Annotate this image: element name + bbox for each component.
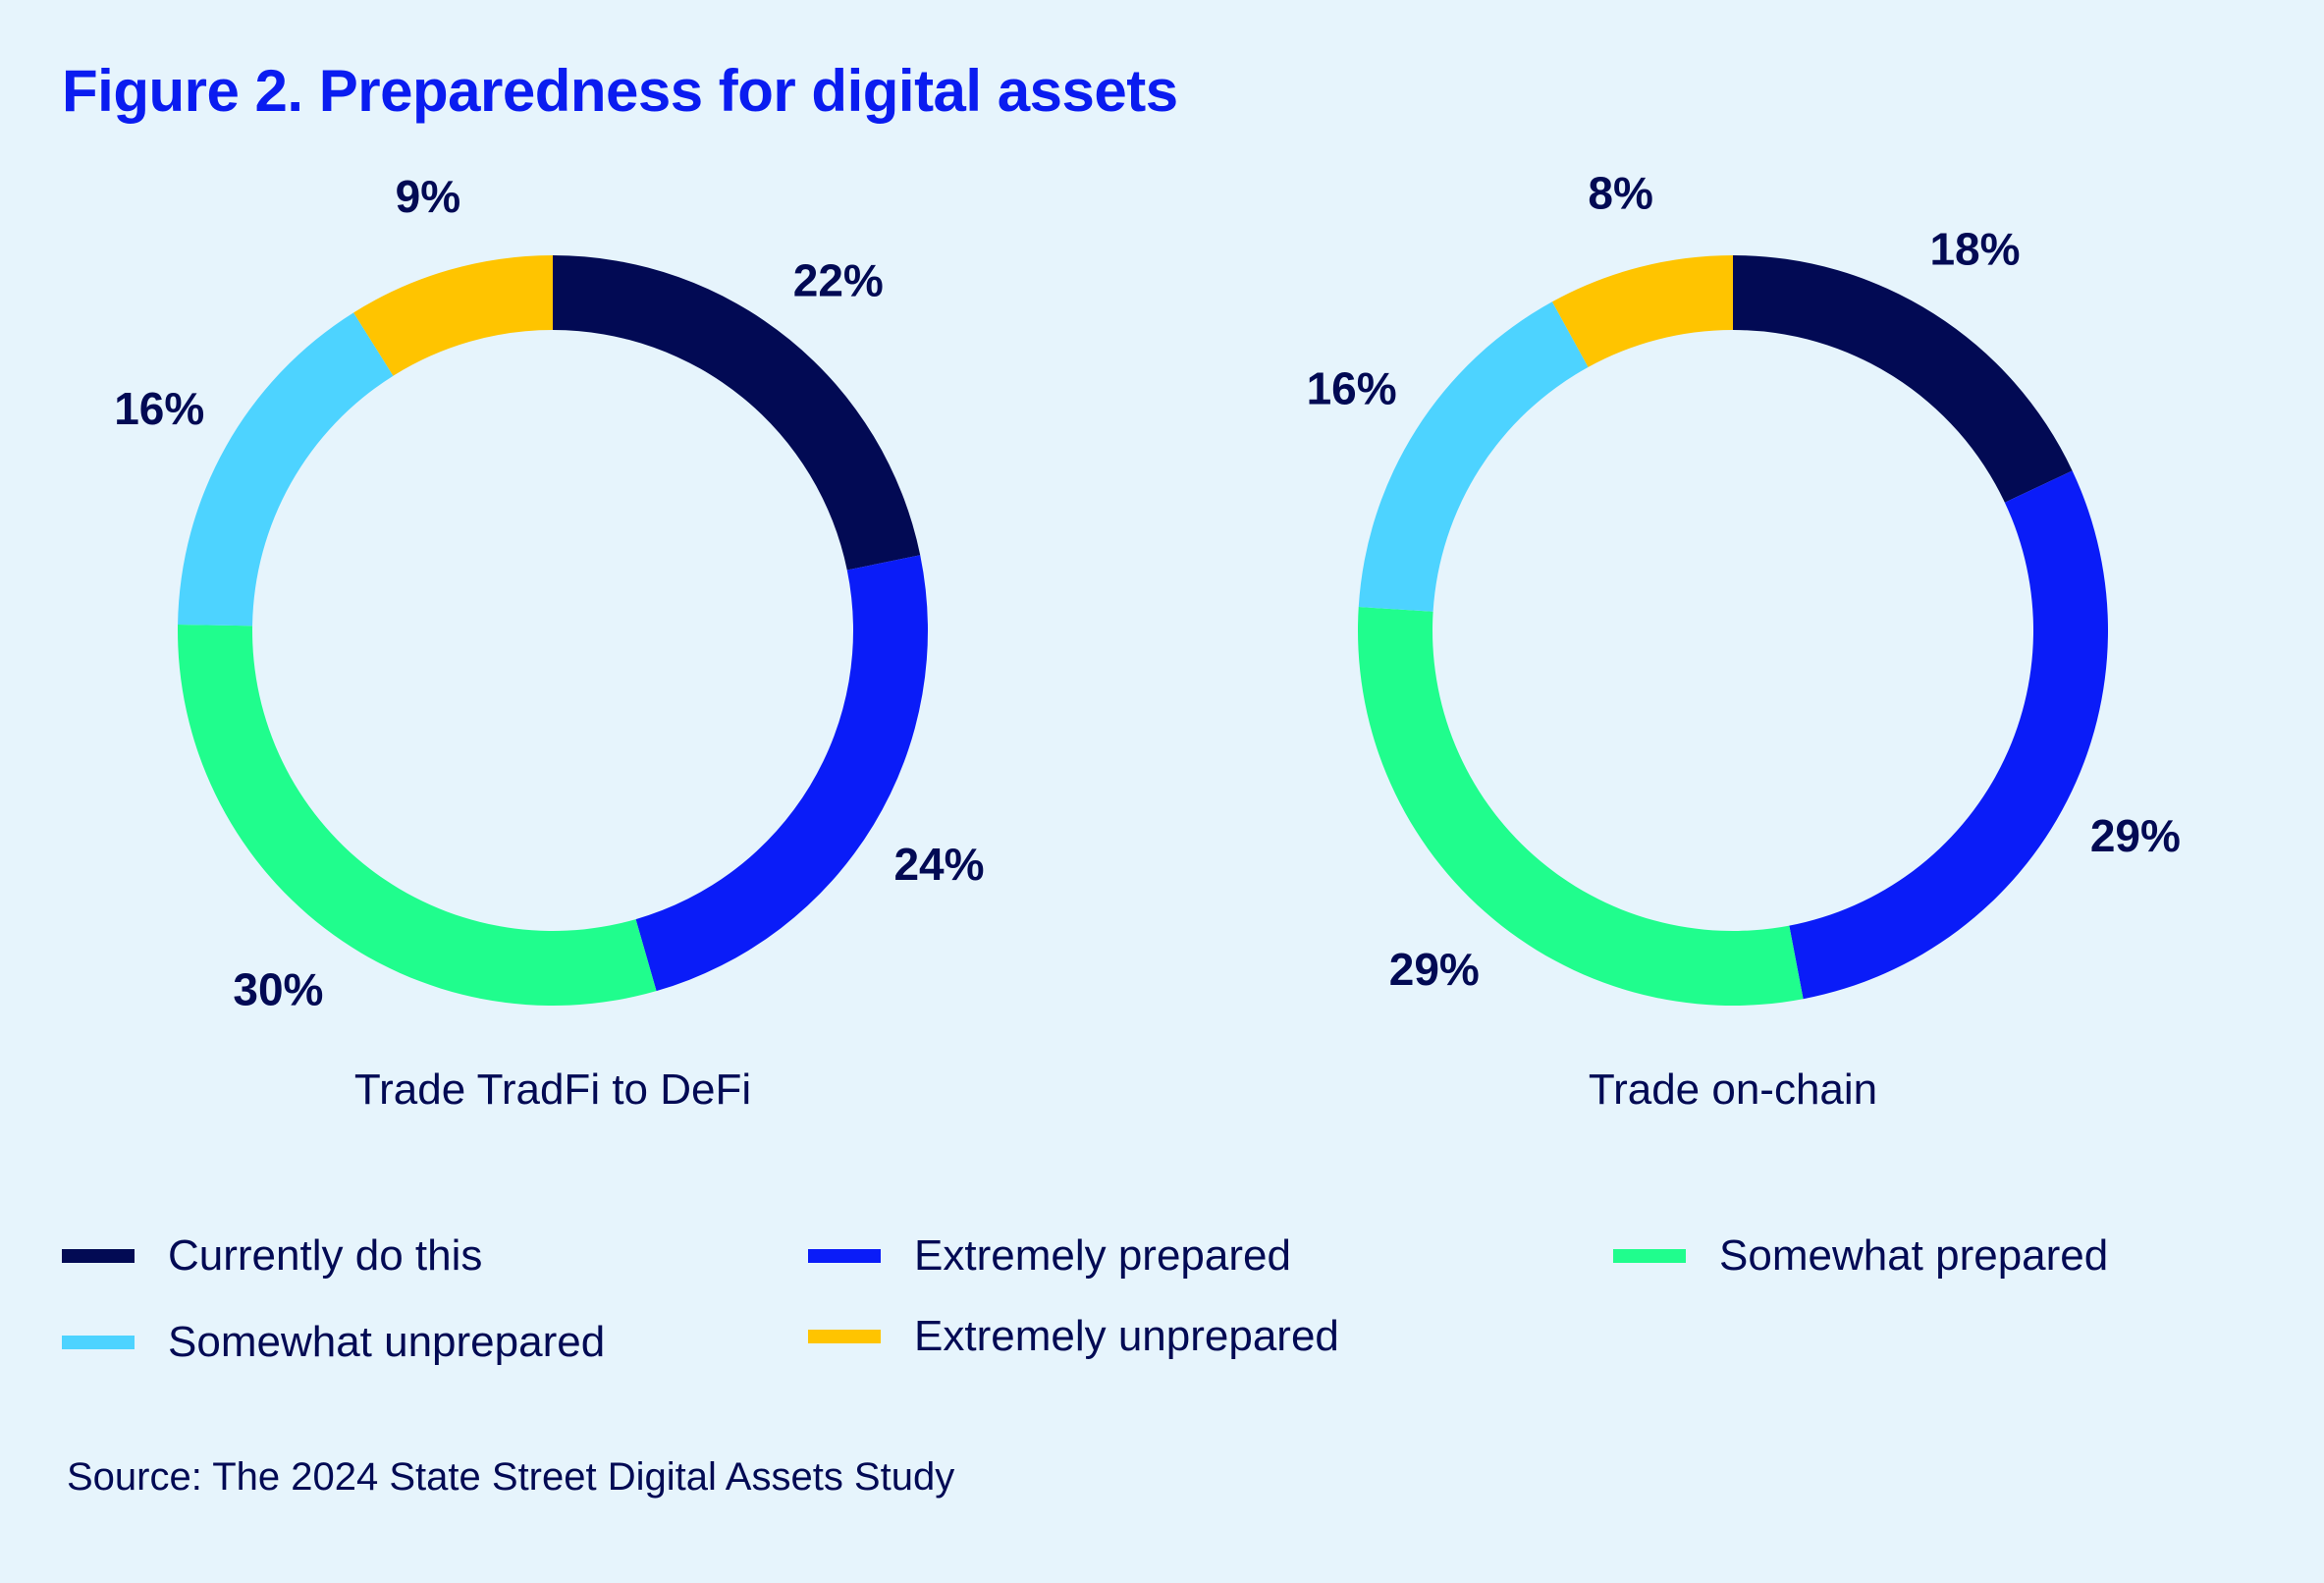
donut-slice-currently-do-this: [553, 255, 921, 571]
data-label-extremely-prepared: 24%: [893, 839, 984, 890]
data-label-somewhat-unprepared: 16%: [114, 383, 204, 434]
donut-slice-somewhat-prepared: [1357, 607, 1804, 1006]
legend-swatch-icon: [808, 1330, 881, 1343]
data-label-somewhat-prepared: 30%: [233, 963, 323, 1014]
figure-title: Figure 2. Preparedness for digital asset…: [62, 58, 1178, 124]
legend-swatch-icon: [1613, 1249, 1686, 1263]
legend-label: Extremely prepared: [914, 1231, 1291, 1280]
donut-slice-extremely-unprepared: [353, 255, 553, 376]
donut-slice-somewhat-prepared: [178, 625, 657, 1006]
legend-item-currently-do-this: Currently do this: [62, 1231, 482, 1281]
data-label-currently-do-this: 18%: [1929, 224, 2020, 275]
source-note: Source: The 2024 State Street Digital As…: [67, 1455, 955, 1499]
legend-label: Somewhat unprepared: [168, 1318, 606, 1366]
legend-label: Somewhat prepared: [1719, 1231, 2109, 1280]
legend-item-somewhat-prepared: Somewhat prepared: [1613, 1231, 2108, 1281]
donut-trade-on-chain: 18% 29% 29% 16% 8%: [1307, 167, 2181, 1006]
donut-trade-tradfi-to-defi: 22% 24% 30% 16% 9%: [114, 171, 984, 1014]
data-label-somewhat-prepared: 29%: [1389, 944, 1480, 995]
legend-item-extremely-unprepared: Extremely unprepared: [808, 1312, 1339, 1361]
donut-slice-somewhat-unprepared: [178, 312, 394, 627]
legend-label: Extremely unprepared: [914, 1312, 1339, 1360]
donut-slice-currently-do-this: [1733, 255, 2073, 503]
donut-slice-extremely-prepared: [1789, 470, 2108, 1000]
donut-slice-extremely-prepared: [635, 555, 929, 992]
data-label-extremely-unprepared: 8%: [1588, 167, 1652, 218]
legend-label: Currently do this: [168, 1231, 483, 1280]
legend-swatch-icon: [808, 1249, 881, 1263]
legend-item-somewhat-unprepared: Somewhat unprepared: [62, 1318, 605, 1367]
donut-slice-somewhat-unprepared: [1358, 301, 1589, 612]
data-label-currently-do-this: 22%: [793, 255, 884, 306]
data-label-extremely-unprepared: 9%: [396, 171, 460, 222]
legend-swatch-icon: [62, 1336, 135, 1349]
donut-title-on-chain: Trade on-chain: [1588, 1065, 1878, 1114]
data-label-extremely-prepared: 29%: [2090, 810, 2181, 861]
legend-swatch-icon: [62, 1249, 135, 1263]
data-label-somewhat-unprepared: 16%: [1307, 363, 1397, 414]
donut-slice-extremely-unprepared: [1551, 255, 1733, 367]
legend-item-extremely-prepared: Extremely prepared: [808, 1231, 1291, 1281]
donut-title-tradfi-defi: Trade TradFi to DeFi: [353, 1065, 752, 1114]
